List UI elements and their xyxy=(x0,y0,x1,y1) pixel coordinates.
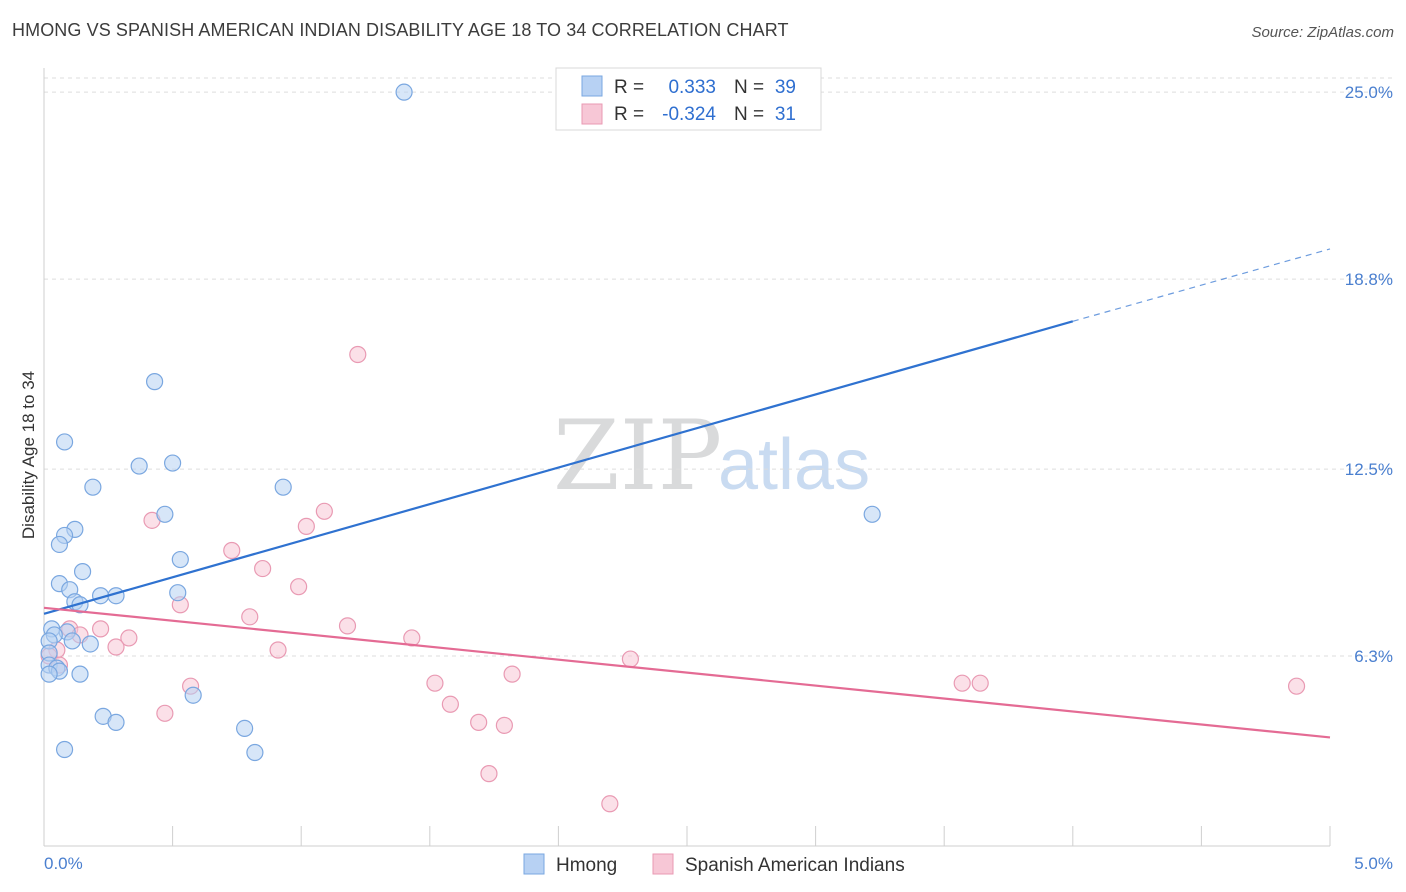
hmong-point xyxy=(274,478,292,496)
hmong-trend-line xyxy=(43,320,1074,615)
axes xyxy=(43,68,1331,847)
spanish-point xyxy=(480,765,498,783)
hmong-r-value: 0.333 xyxy=(668,77,716,98)
spanish-legend-swatch xyxy=(652,853,674,875)
hmong-point xyxy=(40,665,58,683)
spanish-point xyxy=(91,620,110,638)
spanish-point xyxy=(297,517,315,535)
hmong-trend-extension xyxy=(1072,248,1331,322)
source-credit: Source: ZipAtlas.com xyxy=(1251,24,1394,41)
hmong-point xyxy=(145,373,164,391)
gridlines xyxy=(44,77,1392,657)
stats-legend: R = 0.333 N = 39 R = -0.324 N = 31 xyxy=(555,67,822,131)
hmong-point xyxy=(395,83,413,101)
spanish-r-label: R = xyxy=(614,104,644,125)
hmong-point xyxy=(164,454,182,472)
spanish-point xyxy=(223,541,241,560)
spanish-point xyxy=(470,713,488,731)
hmong-point xyxy=(84,478,102,496)
hmong-point xyxy=(130,457,148,475)
hmong-point xyxy=(71,665,89,683)
trend-lines xyxy=(43,248,1331,739)
spanish-point xyxy=(495,716,513,734)
hmong-n-label: N = xyxy=(734,77,764,98)
spanish-point xyxy=(426,674,444,692)
watermark: ZIP atlas xyxy=(553,400,870,512)
hmong-point xyxy=(236,719,254,738)
spanish-swatch xyxy=(581,103,603,125)
x-tick-labels: 0.0% 5.0% xyxy=(44,854,1393,873)
spanish-point xyxy=(269,641,287,659)
hmong-point xyxy=(169,584,187,602)
y-axis-label: Disability Age 18 to 34 xyxy=(19,371,38,539)
spanish-r-value: -0.324 xyxy=(662,104,716,125)
spanish-point xyxy=(621,650,640,668)
x-tick-label-min: 0.0% xyxy=(44,854,83,873)
hmong-point xyxy=(107,713,125,731)
spanish-point xyxy=(503,665,521,683)
y-tick-label: 6.3% xyxy=(1354,647,1393,666)
spanish-point xyxy=(290,578,308,596)
hmong-point xyxy=(246,743,264,762)
y-tick-labels: 6.3% 12.5% 18.8% 25.0% xyxy=(1345,83,1393,666)
spanish-legend-label: Spanish American Indians xyxy=(685,855,905,876)
spanish-point xyxy=(338,617,357,635)
spanish-n-label: N = xyxy=(734,104,764,125)
spanish-point xyxy=(953,674,971,692)
hmong-r-label: R = xyxy=(614,77,644,98)
hmong-point xyxy=(55,740,74,759)
hmong-point xyxy=(63,632,81,650)
hmong-point xyxy=(863,505,881,523)
chart-title: HMONG VS SPANISH AMERICAN INDIAN DISABIL… xyxy=(12,20,789,40)
spanish-point xyxy=(120,629,138,647)
hmong-point xyxy=(55,433,74,451)
spanish-point xyxy=(156,704,174,722)
watermark-zip: ZIP xyxy=(553,400,722,512)
spanish-point xyxy=(1287,677,1306,695)
spanish-point xyxy=(601,795,619,813)
spanish-trend-line xyxy=(43,606,1331,739)
hmong-points xyxy=(40,83,881,762)
spanish-point xyxy=(441,695,459,713)
spanish-point xyxy=(254,559,272,578)
hmong-point xyxy=(50,535,69,554)
y-tick-label: 18.8% xyxy=(1345,270,1393,289)
hmong-point xyxy=(171,550,189,569)
hmong-point xyxy=(156,505,174,523)
spanish-point xyxy=(971,674,989,692)
spanish-points xyxy=(40,345,1306,813)
hmong-legend-swatch xyxy=(523,853,545,875)
y-tick-label: 25.0% xyxy=(1345,83,1393,102)
y-tick-label: 12.5% xyxy=(1345,460,1393,479)
spanish-point xyxy=(241,608,259,626)
hmong-swatch xyxy=(581,75,603,97)
spanish-point xyxy=(107,638,125,656)
series-legend: Hmong Spanish American Indians xyxy=(523,853,905,876)
hmong-point xyxy=(73,562,92,581)
hmong-point xyxy=(81,635,99,653)
x-tick-label-max: 5.0% xyxy=(1354,854,1393,873)
spanish-point xyxy=(315,502,333,520)
hmong-legend-label: Hmong xyxy=(556,855,617,876)
spanish-point xyxy=(349,345,367,364)
spanish-n-value: 31 xyxy=(775,104,796,125)
hmong-n-value: 39 xyxy=(775,77,796,98)
hmong-point xyxy=(184,686,202,704)
watermark-atlas: atlas xyxy=(718,425,870,505)
